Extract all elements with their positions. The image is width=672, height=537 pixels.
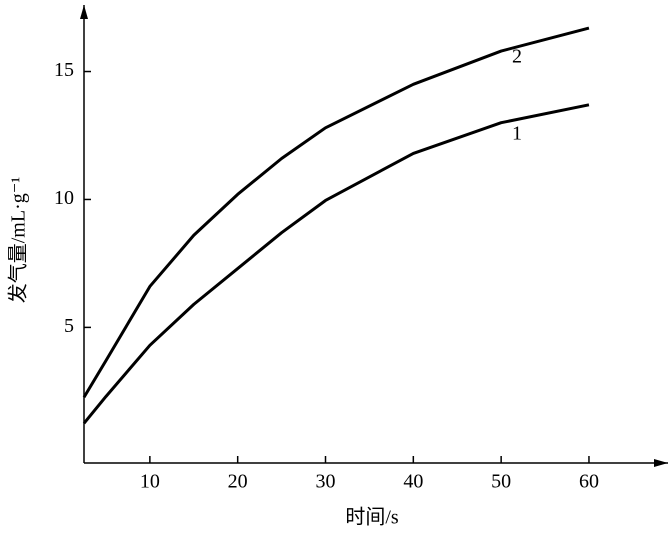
x-tick-label: 40	[403, 471, 423, 493]
y-axis-arrow	[80, 5, 88, 19]
y-tick-label: 15	[54, 59, 74, 81]
line-series	[82, 103, 590, 425]
series-label: 1	[512, 122, 522, 144]
x-tick-label: 10	[140, 471, 160, 493]
series-label: 2	[512, 46, 522, 68]
x-axis-arrow	[654, 459, 668, 467]
line-series	[82, 26, 590, 399]
x-tick-label: 20	[228, 471, 248, 493]
y-tick-label: 10	[54, 187, 74, 209]
x-tick-label: 30	[316, 471, 336, 493]
y-tick-label: 5	[64, 315, 74, 337]
x-tick-label: 50	[491, 471, 511, 493]
x-tick-label: 60	[579, 471, 599, 493]
y-axis-label: 发气量/mL·g⁻¹	[7, 177, 30, 304]
x-axis-label: 时间/s	[345, 506, 399, 529]
